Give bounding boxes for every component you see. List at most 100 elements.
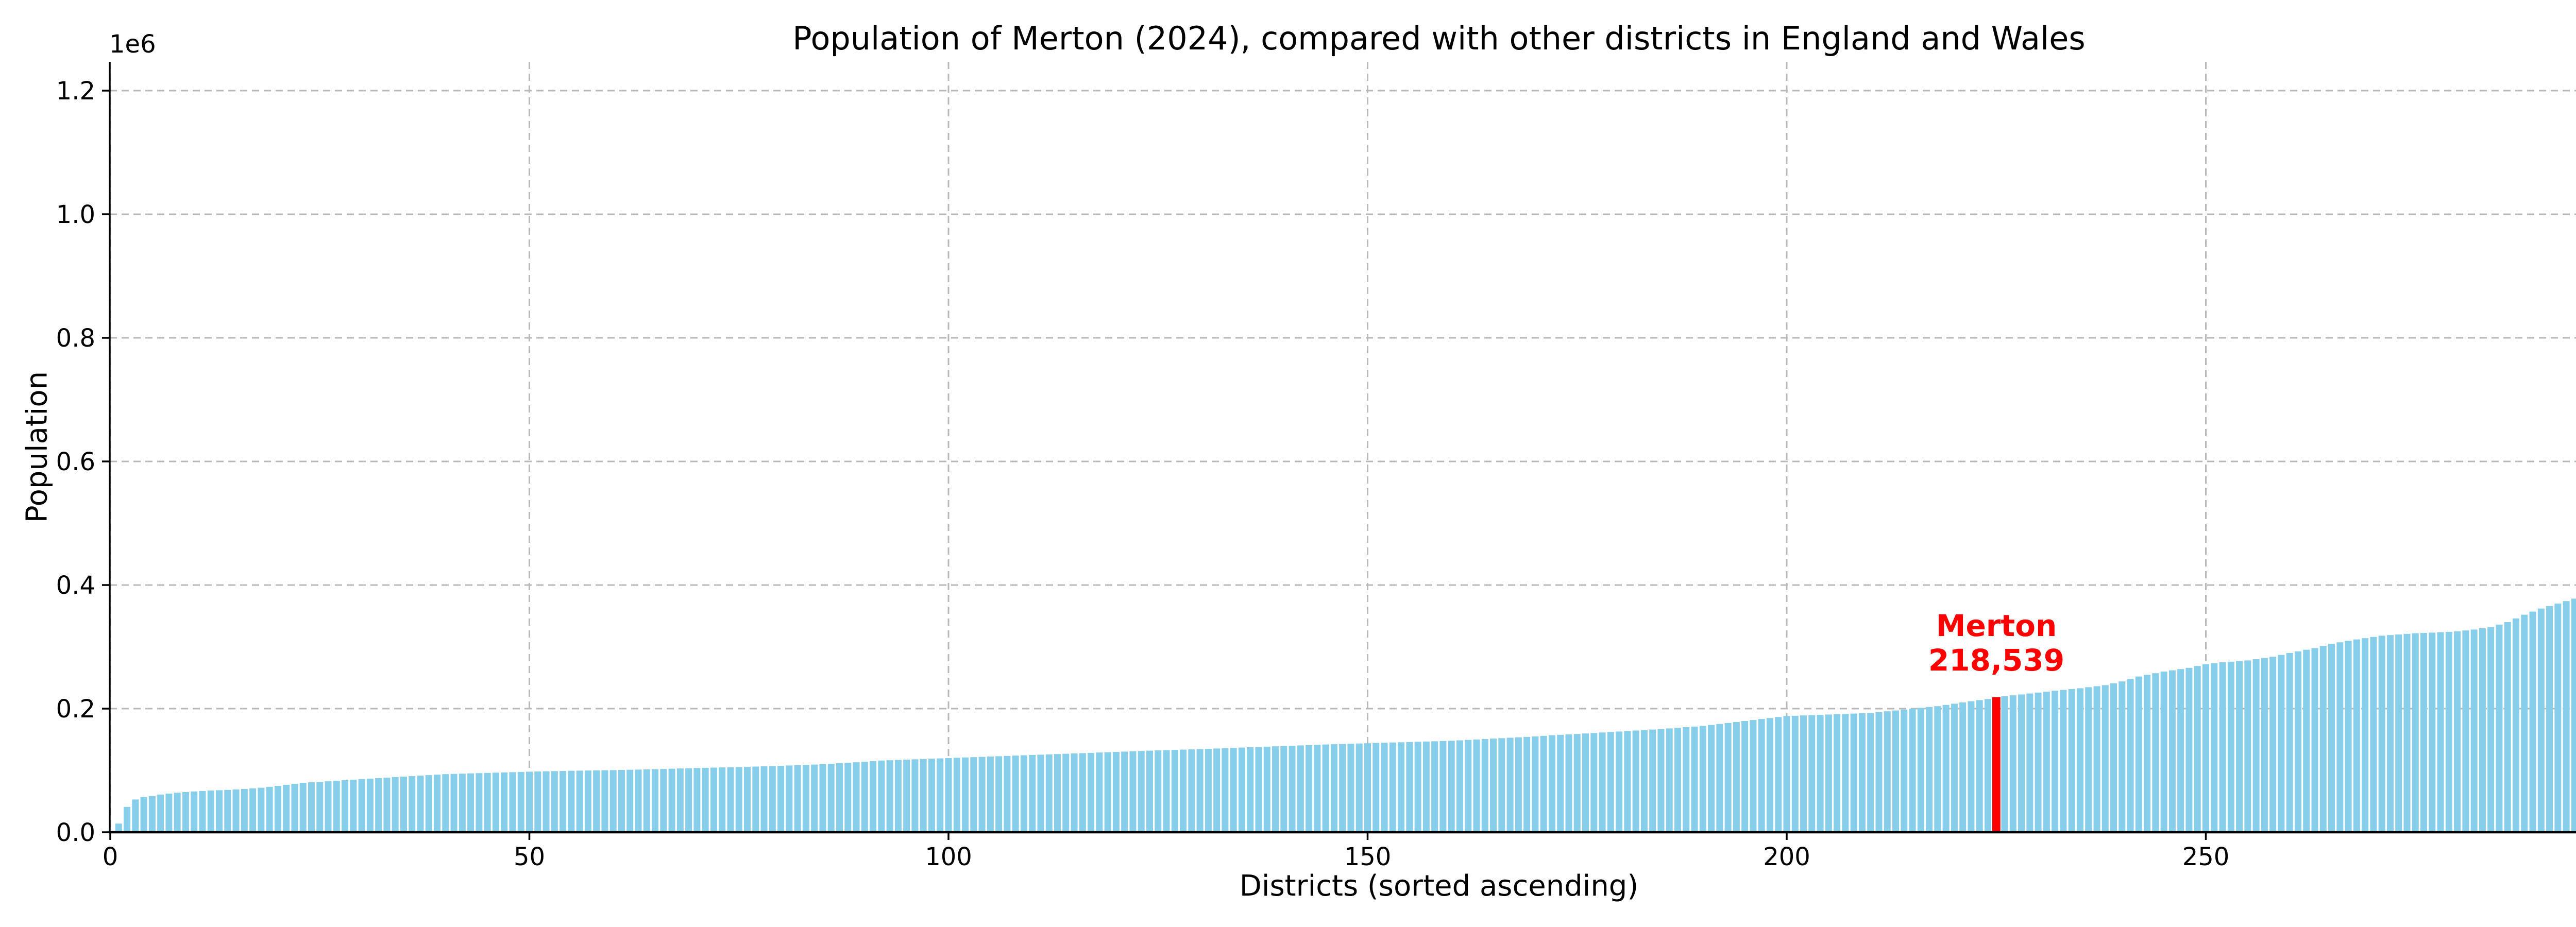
bar — [1314, 745, 1321, 832]
bar — [660, 769, 667, 832]
bar — [501, 772, 508, 832]
bar — [2319, 646, 2327, 832]
bar — [1020, 755, 1027, 832]
bar — [517, 771, 524, 832]
bar — [2386, 635, 2394, 832]
bar — [358, 779, 365, 832]
bar — [702, 767, 709, 832]
bar — [333, 781, 340, 832]
bar — [2001, 696, 2008, 832]
bar — [2252, 659, 2260, 832]
bar — [1817, 715, 1824, 832]
bar — [1238, 747, 1245, 832]
bar — [124, 806, 131, 832]
bar — [2052, 691, 2059, 832]
bar — [1272, 746, 1279, 832]
bar — [1657, 729, 1665, 832]
bar — [609, 770, 617, 832]
merton-annotation: Merton 218,539 — [1928, 609, 2064, 677]
bar — [1498, 738, 1505, 832]
bar — [802, 765, 809, 832]
bar — [132, 799, 139, 832]
bar — [1733, 722, 1740, 832]
bar — [2026, 693, 2033, 832]
bar — [2571, 598, 2576, 832]
bar — [937, 758, 944, 832]
bar — [643, 769, 650, 832]
bar — [1280, 746, 1287, 832]
bar — [1247, 747, 1254, 832]
bar — [1624, 731, 1631, 832]
y-tick-label: 0.6 — [56, 448, 95, 476]
bar — [174, 793, 181, 832]
bar — [1875, 712, 1883, 832]
bar — [2168, 670, 2176, 832]
bar — [1180, 749, 1187, 832]
x-tick-label: 0 — [103, 843, 118, 871]
bar — [735, 767, 742, 832]
bar — [1155, 750, 1162, 832]
bar — [400, 777, 407, 832]
bar — [2110, 683, 2117, 832]
bar — [207, 791, 214, 832]
bar — [2378, 636, 2385, 832]
bar — [1406, 742, 1413, 832]
x-tick-label: 250 — [2182, 843, 2230, 871]
bar — [1951, 703, 1958, 832]
bar — [484, 772, 491, 832]
bar — [2328, 644, 2335, 832]
bar — [995, 756, 1003, 832]
bar — [626, 769, 634, 832]
bar — [1892, 710, 1900, 832]
bar — [584, 770, 591, 832]
bar — [308, 782, 315, 832]
bar — [1481, 739, 1488, 832]
bar — [2236, 661, 2243, 832]
bar — [2311, 648, 2318, 832]
bar — [1750, 720, 1757, 832]
bar — [744, 766, 751, 832]
x-tick-label: 200 — [1763, 843, 1810, 871]
bar — [1909, 709, 1916, 832]
bar — [2219, 662, 2226, 832]
bar — [476, 773, 483, 832]
bar — [945, 758, 952, 832]
bar — [2470, 629, 2478, 832]
bar — [1976, 700, 1983, 832]
bar — [844, 763, 852, 832]
bar — [2537, 608, 2545, 832]
bar — [1054, 754, 1061, 832]
bar — [1766, 718, 1773, 832]
bar — [1640, 730, 1648, 832]
bar — [2185, 667, 2193, 832]
bar — [1439, 741, 1447, 832]
bar — [1791, 715, 1799, 832]
bar — [2496, 624, 2503, 832]
bar — [2060, 690, 2067, 832]
bar — [827, 764, 835, 832]
bar — [894, 760, 902, 832]
bar — [1834, 714, 1841, 832]
bar — [2303, 649, 2310, 832]
bar — [534, 771, 541, 832]
bar — [1884, 711, 1891, 832]
bar — [2554, 604, 2562, 832]
bar — [560, 770, 567, 832]
bar — [1674, 728, 1681, 832]
bar — [2370, 637, 2377, 832]
bar — [1506, 737, 1514, 832]
bar — [794, 765, 801, 832]
bar — [2437, 632, 2444, 832]
bar — [1398, 742, 1405, 832]
bar — [299, 783, 307, 832]
bar — [1205, 749, 1212, 832]
bar — [962, 757, 969, 832]
bar — [1230, 748, 1237, 832]
bar — [409, 776, 416, 832]
bar — [543, 771, 550, 832]
bar — [2102, 685, 2109, 832]
bar — [350, 779, 357, 832]
bar — [1196, 749, 1204, 832]
bar — [1364, 743, 1371, 832]
bar — [2261, 658, 2268, 832]
